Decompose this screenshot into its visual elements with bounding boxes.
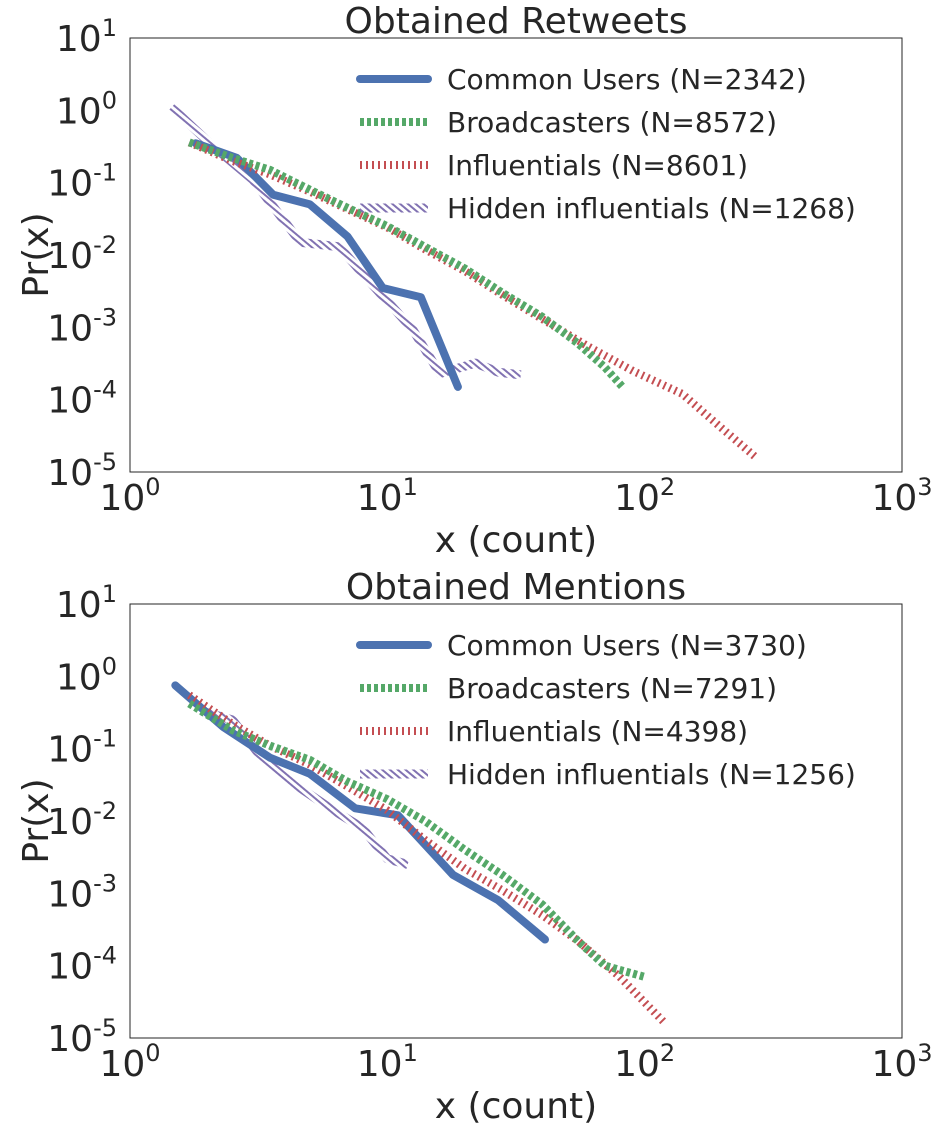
x-tick-exp: 3: [917, 473, 932, 501]
x-tick-label: 102: [614, 1039, 675, 1085]
plot-area: [129, 37, 903, 473]
legend-label: Common Users (N=3730): [447, 629, 807, 662]
y-axis-label: Pr(x): [16, 778, 57, 863]
y-tick-base: 10: [47, 802, 93, 843]
series-line-solid: [171, 681, 549, 944]
y-tick-label: 10-5: [47, 448, 117, 494]
y-tick-base: 10: [56, 657, 102, 698]
x-tick-label: 103: [871, 473, 932, 519]
y-tick-exp: -3: [93, 303, 117, 331]
legend-label: Common Users (N=2342): [447, 63, 807, 96]
y-tick-base: 10: [56, 585, 102, 626]
y-tick-base: 10: [47, 453, 93, 494]
x-tick-label: 100: [99, 473, 160, 519]
x-tick-label: 103: [871, 1039, 932, 1085]
y-tick-label: 10-5: [47, 1014, 117, 1060]
x-tick-exp: 3: [917, 1039, 932, 1067]
x-tick-base: 10: [614, 1044, 660, 1085]
y-tick-exp: -2: [93, 231, 117, 259]
x-tick-label: 100: [99, 1039, 160, 1085]
x-tick-base: 10: [357, 478, 403, 519]
x-axis-label: x (count): [435, 1086, 597, 1124]
y-tick-exp: -4: [93, 942, 117, 970]
y-tick-exp: 0: [102, 652, 117, 680]
series-line-dotted: [187, 138, 626, 390]
x-tick-base: 10: [357, 1044, 403, 1085]
x-tick-base: 10: [99, 478, 145, 519]
x-tick-label: 101: [357, 473, 418, 519]
y-tick-label: 100: [56, 86, 117, 132]
y-tick-exp: -1: [93, 159, 117, 187]
x-tick-exp: 1: [403, 1039, 418, 1067]
y-tick-exp: 0: [102, 86, 117, 114]
x-tick-exp: 0: [145, 473, 160, 501]
legend-label: Broadcasters (N=8572): [447, 106, 777, 139]
legend-label: Influentials (N=4398): [447, 715, 748, 748]
y-tick-exp: -1: [93, 725, 117, 753]
legend-label: Broadcasters (N=7291): [447, 672, 777, 705]
x-tick-base: 10: [871, 1044, 917, 1085]
y-tick-label: 100: [56, 652, 117, 698]
y-tick-exp: -3: [93, 869, 117, 897]
plot-area: [129, 603, 903, 1039]
y-tick-label: 10-1: [47, 159, 117, 205]
y-tick-base: 10: [47, 947, 93, 988]
series-line-hatched: [200, 706, 409, 869]
y-tick-label: 10-1: [47, 725, 117, 771]
x-tick-base: 10: [99, 1044, 145, 1085]
chart-title: Obtained Retweets: [345, 1, 688, 42]
y-tick-base: 10: [47, 236, 93, 277]
y-tick-base: 10: [47, 1019, 93, 1060]
y-tick-label: 10-3: [47, 869, 117, 915]
y-tick-label: 10-2: [47, 797, 117, 843]
series-line-dotted: [187, 700, 646, 981]
y-tick-label: 10-4: [47, 376, 117, 422]
y-tick-exp: -4: [93, 376, 117, 404]
legend-label: Hidden influentials (N=1268): [447, 192, 856, 225]
y-tick-base: 10: [47, 164, 93, 205]
y-tick-base: 10: [47, 730, 93, 771]
y-tick-base: 10: [47, 381, 93, 422]
y-tick-label: 101: [56, 14, 117, 60]
y-tick-base: 10: [56, 91, 102, 132]
y-tick-exp: -5: [93, 1014, 117, 1042]
y-tick-base: 10: [47, 308, 93, 349]
series-line-hatched: [168, 104, 522, 380]
x-tick-label: 102: [614, 473, 675, 519]
y-tick-label: 101: [56, 580, 117, 626]
y-tick-label: 10-2: [47, 231, 117, 277]
y-tick-exp: -2: [93, 797, 117, 825]
x-tick-base: 10: [871, 478, 917, 519]
y-tick-label: 10-4: [47, 942, 117, 988]
x-tick-exp: 0: [145, 1039, 160, 1067]
legend-label: Influentials (N=8601): [447, 149, 748, 182]
chart-title: Obtained Mentions: [346, 567, 686, 608]
y-tick-base: 10: [56, 19, 102, 60]
x-tick-base: 10: [614, 478, 660, 519]
x-tick-label: 101: [357, 1039, 418, 1085]
y-tick-exp: -5: [93, 448, 117, 476]
x-tick-exp: 2: [660, 473, 675, 501]
x-tick-exp: 1: [403, 473, 418, 501]
legend-label: Hidden influentials (N=1256): [447, 758, 856, 791]
y-tick-label: 10-3: [47, 303, 117, 349]
y-axis-label: Pr(x): [16, 212, 57, 297]
x-axis-label: x (count): [435, 520, 597, 561]
y-tick-exp: 1: [102, 580, 117, 608]
series-line-dashdot: [187, 691, 668, 1026]
y-tick-base: 10: [47, 874, 93, 915]
y-tick-exp: 1: [102, 14, 117, 42]
x-tick-exp: 2: [660, 1039, 675, 1067]
